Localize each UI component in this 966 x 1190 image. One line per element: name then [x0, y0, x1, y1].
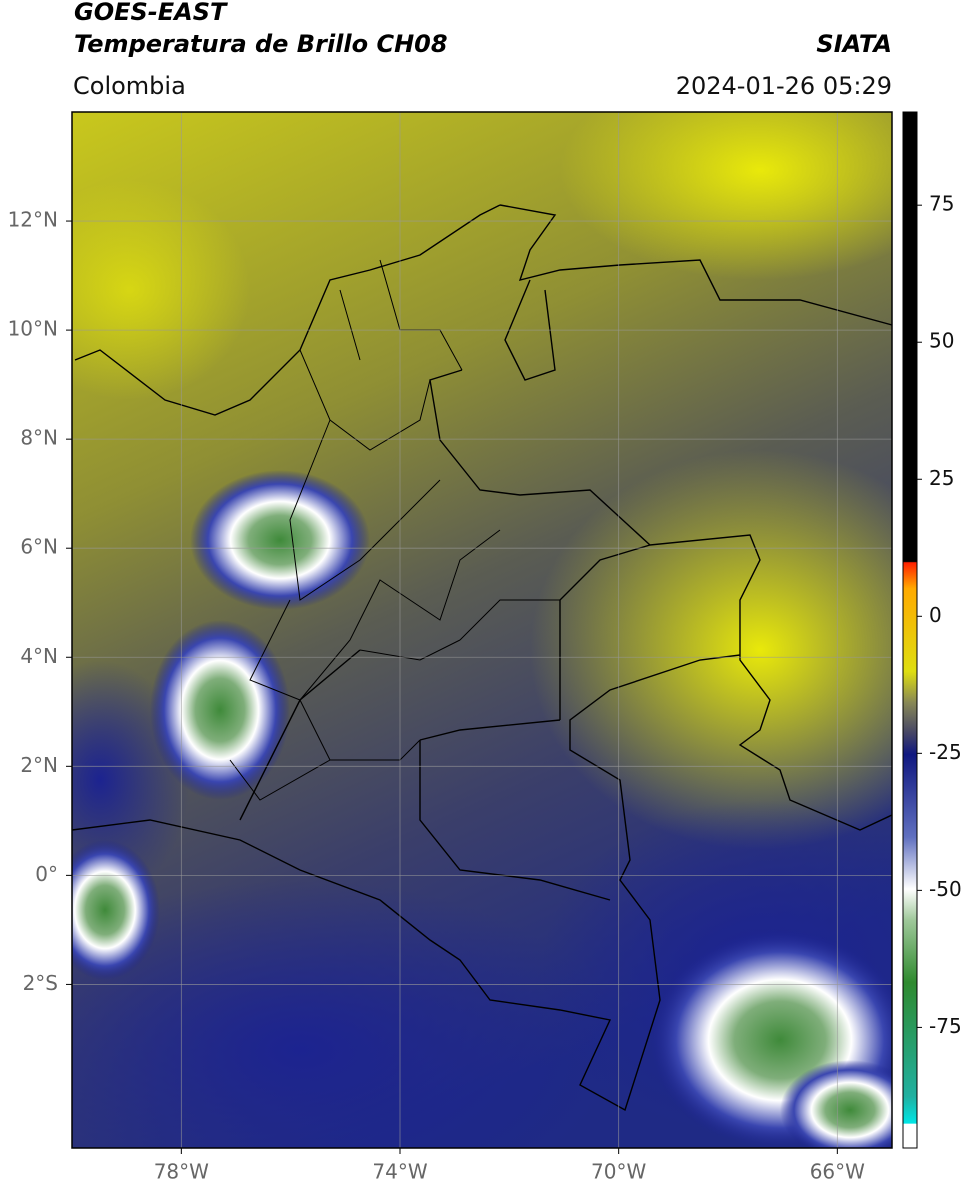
lat-tick-label: 6°N	[20, 535, 58, 559]
colorbar-tick-label: -25	[929, 740, 962, 764]
map-frame	[71, 111, 893, 1149]
lat-tick-label: 12°N	[8, 208, 58, 232]
lat-tick-label: 2°S	[23, 971, 58, 995]
colorbar-tick-label: 25	[929, 466, 954, 490]
product: Temperatura de Brillo CH08	[74, 30, 448, 58]
colorbar-tick-label: -75	[929, 1014, 962, 1038]
lon-tick-label: 70°W	[591, 1160, 646, 1184]
colorbar-tick-label: 75	[929, 192, 954, 216]
lon-tick-label: 66°W	[810, 1160, 865, 1184]
lat-tick-label: 4°N	[20, 644, 58, 668]
satellite: GOES-EAST	[74, 0, 228, 26]
region: Colombia	[73, 72, 186, 100]
colorbar	[902, 111, 918, 1149]
colorbar-tick-label: -50	[929, 877, 962, 901]
grid	[72, 112, 892, 1148]
lat-tick-label: 8°N	[20, 426, 58, 450]
colorbar-tick-label: 50	[929, 329, 954, 353]
lat-tick-label: 0°	[35, 862, 58, 886]
lat-tick-label: 10°N	[8, 317, 58, 341]
colorbar-tick-label: 0	[929, 603, 942, 627]
lat-tick-label: 2°N	[20, 753, 58, 777]
lon-tick-label: 74°W	[372, 1160, 427, 1184]
satellite-image	[72, 112, 892, 1148]
lon-tick-label: 78°W	[154, 1160, 209, 1184]
datetime: 2024-01-26 05:29	[676, 72, 892, 100]
source: SIATA	[816, 30, 892, 58]
